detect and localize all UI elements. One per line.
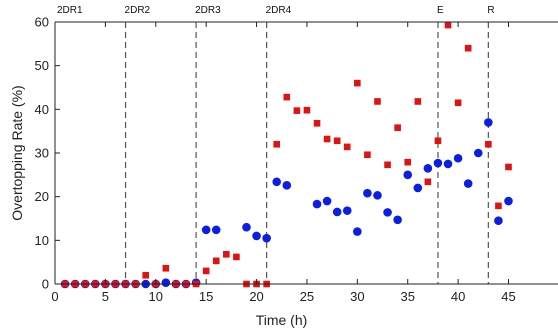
x-tick-label-0: 0: [51, 289, 58, 304]
point-square-23: [293, 107, 301, 114]
y-tick-label-2: 20: [35, 189, 49, 204]
point-square-15: [212, 257, 220, 265]
point-circle-38: [484, 118, 493, 127]
y-tick-label-1: 10: [35, 233, 49, 248]
point-circle-31: [413, 183, 423, 193]
point-circle-25: [353, 227, 362, 236]
point-square-29: [354, 79, 361, 87]
point-circle-33: [433, 158, 443, 168]
y-tick-label-4: 40: [35, 102, 49, 117]
point-square-28: [343, 143, 351, 151]
point-square-35: [414, 98, 422, 105]
point-square-41: [485, 140, 492, 148]
point-square-40: [464, 44, 472, 52]
x-tick-label-5: 25: [300, 289, 314, 304]
point-circle-20: [282, 181, 292, 190]
point-square-31: [374, 98, 381, 105]
point-circle-34: [443, 159, 453, 169]
axes: 0 5 10 15 20 25 30 35 40 45 0 10 20 30 40 50 60: [35, 15, 558, 304]
point-square-24: [303, 106, 311, 114]
y-axis-title: Overtopping Rate (%): [9, 85, 25, 220]
point-square-42: [495, 202, 502, 210]
point-circle-23: [332, 207, 342, 217]
point-circle-36: [463, 179, 473, 188]
point-circle-24: [342, 206, 352, 215]
point-square-30: [364, 151, 371, 159]
point-square-37: [434, 137, 442, 145]
point-circle-30: [403, 170, 413, 180]
point-square-32: [384, 161, 391, 169]
point-circle-22: [322, 196, 332, 206]
x-tick-label-1: 5: [102, 289, 109, 304]
point-circle-40: [504, 196, 513, 206]
event-label-1: 2DR2: [125, 5, 151, 16]
point-square-16: [223, 251, 230, 258]
data-points: [60, 21, 513, 289]
point-square-36: [424, 178, 432, 186]
point-circle-17: [252, 231, 261, 241]
point-circle-26: [363, 188, 372, 198]
x-tick-label-8: 40: [451, 289, 465, 304]
point-square-21: [273, 140, 281, 148]
x-tick-label-7: 35: [400, 289, 414, 304]
event-label-0: 2DR1: [57, 5, 83, 16]
y-tick-label-3: 30: [35, 146, 49, 161]
point-square-14: [202, 267, 210, 275]
x-tick-label-4: 20: [249, 289, 263, 304]
point-circle-39: [494, 216, 503, 225]
point-circle-35: [453, 153, 463, 163]
point-square-33: [394, 124, 401, 131]
point-circle-14: [201, 225, 211, 235]
point-square-34: [404, 158, 412, 166]
x-tick-label-6: 30: [350, 289, 364, 304]
y-tick-label-0: 0: [42, 277, 49, 292]
event-label-4: E: [437, 5, 444, 16]
y-tick-label-6: 60: [35, 15, 49, 30]
x-tick-label-2: 10: [149, 289, 163, 304]
vertical-markers: 2DR1 2DR2 2DR3 2DR4 E R: [57, 5, 495, 284]
point-circle-18: [262, 233, 271, 243]
point-circle-28: [383, 208, 392, 217]
point-circle-29: [393, 215, 402, 225]
event-label-5: R: [487, 5, 494, 16]
point-square-25: [313, 120, 321, 127]
point-circle-27: [373, 191, 382, 200]
point-square-17: [233, 253, 240, 261]
x-axis-title: Time (h): [256, 312, 308, 328]
event-label-3: 2DR4: [266, 5, 292, 16]
y-tick-label-5: 50: [35, 58, 49, 73]
point-circle-32: [423, 163, 433, 173]
point-square-22: [283, 93, 291, 101]
point-circle-21: [312, 199, 322, 209]
point-square-38: [444, 21, 452, 29]
point-square-8: [142, 271, 149, 279]
point-square-26: [323, 135, 331, 143]
point-square-39: [454, 99, 462, 107]
point-square-27: [333, 137, 341, 145]
point-circle-16: [242, 222, 251, 232]
point-circle-37: [473, 148, 483, 158]
point-square-10: [162, 264, 170, 272]
point-circle-15: [211, 225, 221, 235]
event-label-2: 2DR3: [195, 5, 221, 16]
point-circle-19: [272, 177, 282, 187]
point-square-43: [505, 163, 512, 171]
x-tick-label-9: 45: [501, 289, 515, 304]
x-tick-label-3: 15: [199, 289, 213, 304]
axis-titles: Time (h) Overtopping Rate (%): [9, 85, 307, 328]
point-circle-10: [161, 278, 171, 287]
